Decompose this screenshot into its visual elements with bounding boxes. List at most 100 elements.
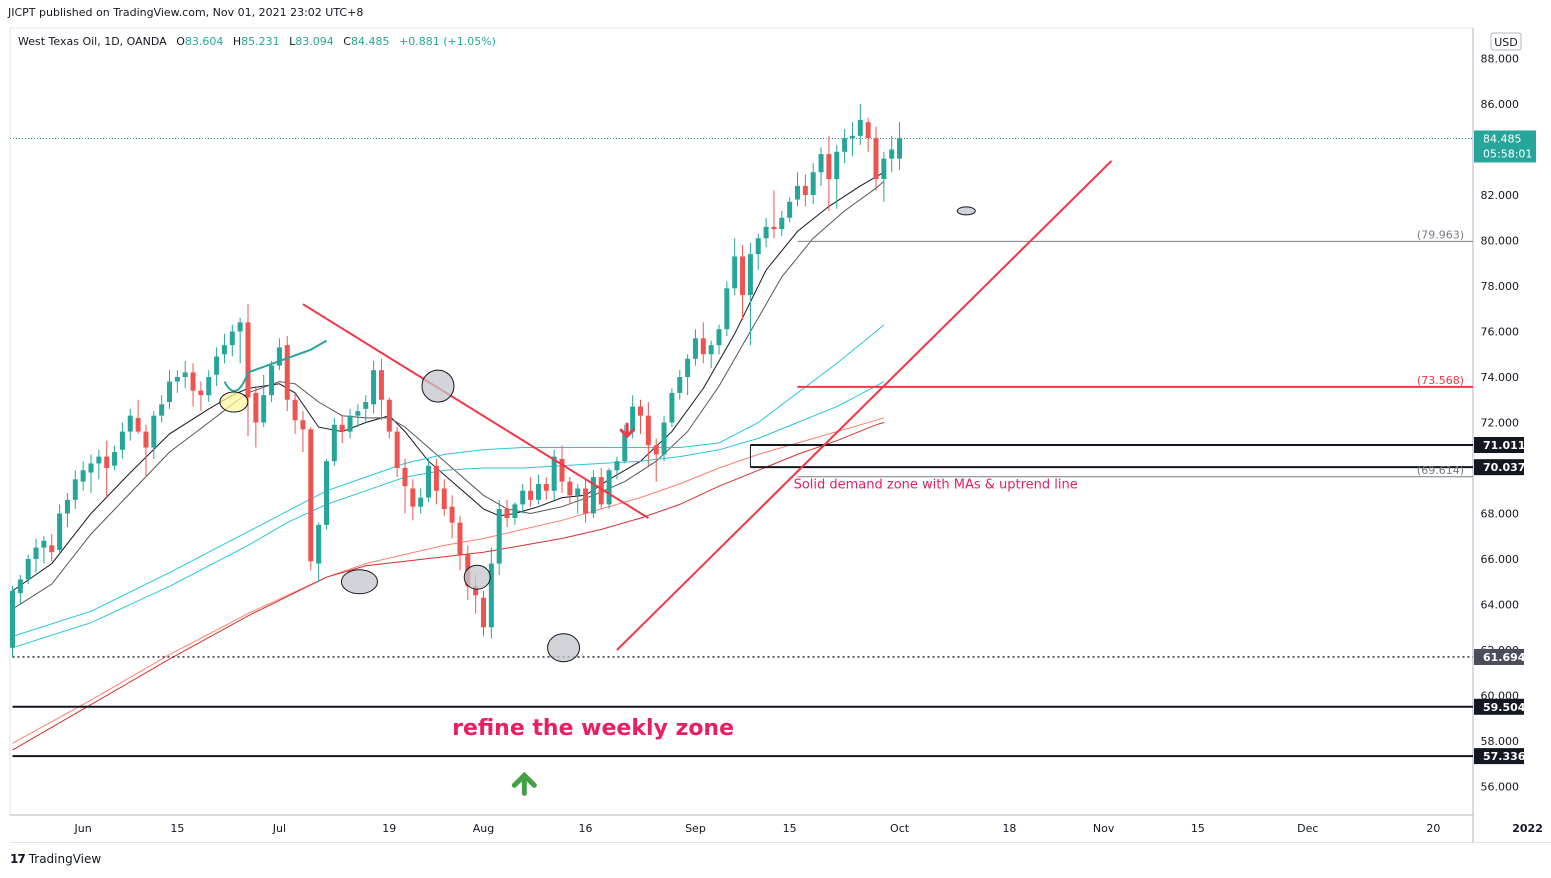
y-tick-label: 66.000 [1481, 553, 1520, 566]
swing-point-circle [547, 633, 581, 663]
candle-body [10, 590, 15, 648]
candle-body [119, 431, 125, 450]
candle-body [881, 158, 887, 180]
candle-body [72, 479, 78, 500]
x-tick-label: 16 [579, 822, 593, 835]
candle-body [740, 256, 746, 296]
open-label: O [176, 35, 185, 48]
last-price-label: 84.485 [1483, 132, 1522, 145]
level-price-label: 57.336 [1483, 750, 1526, 763]
teal-swing-line [223, 339, 328, 392]
candle-body [488, 563, 494, 628]
x-tick-label: Aug [473, 822, 494, 835]
y-tick-label: 88.000 [1481, 53, 1520, 66]
candle-body [229, 331, 235, 346]
candle-body [300, 420, 306, 430]
candle-body [253, 392, 259, 423]
currency-badge [1490, 32, 1522, 51]
candle-body [747, 254, 753, 296]
candle-body [112, 452, 118, 466]
candle-body [88, 463, 94, 473]
candle-body [276, 347, 282, 366]
candle-body [669, 392, 675, 423]
candle-body [206, 377, 212, 396]
candle-body [143, 431, 149, 448]
candle-body [457, 522, 463, 555]
candle-body [614, 461, 620, 471]
level-price-tag [1474, 698, 1524, 715]
weekly-zone-note: refine the weekly zone [452, 716, 734, 741]
moving-average-line [12, 181, 885, 610]
tradingview-brand[interactable]: 17 TradingView [10, 852, 101, 866]
x-tick-label: Sep [685, 822, 706, 835]
swing-point-circle [421, 369, 455, 403]
price-labels-layer: 71.011 70.037 61.694 59.504 57.336 84.485 05:5… [1474, 130, 1536, 765]
candle-body [897, 138, 903, 159]
y-tick-label: 80.000 [1481, 235, 1520, 248]
y-tick-label: 72.000 [1481, 417, 1520, 430]
candle-body [308, 429, 314, 562]
candle-body [630, 406, 636, 432]
candle-body [724, 288, 730, 330]
candle-body [182, 372, 188, 377]
candle-body [606, 470, 612, 505]
x-tick-label: 20 [1426, 822, 1440, 835]
candle-body [331, 424, 337, 462]
candle-body [96, 456, 102, 464]
trendline [616, 160, 1113, 651]
candle-body [190, 372, 196, 391]
candle-body [214, 356, 220, 375]
axes-layer: 88.00086.00084.00082.00080.00078.00076.0… [9, 27, 1551, 843]
candle-body [481, 597, 486, 628]
moving-average-line [12, 324, 885, 637]
level-price-label: 59.504 [1483, 701, 1526, 714]
x-tick-label: 2022 [1512, 822, 1543, 835]
candle-body [104, 456, 110, 468]
candle-body [638, 406, 643, 416]
y-tick-label: 86.000 [1481, 98, 1520, 111]
candle-body [433, 465, 439, 491]
y-tick-label: 82.000 [1481, 189, 1520, 202]
candle-body [174, 377, 180, 382]
candle-body [394, 431, 400, 468]
last-price-tag [1474, 130, 1536, 163]
annotations-layer: Solid demand zone with MAs & uptrend lin… [452, 477, 1078, 741]
footer-divider [10, 842, 1551, 843]
candle-body [316, 524, 322, 564]
trendline [302, 303, 649, 519]
candle-body [583, 488, 589, 514]
candle-body [575, 488, 581, 496]
high-label: H [232, 35, 242, 48]
candle-body [677, 377, 683, 393]
candle-body [849, 135, 855, 139]
candle-body [865, 122, 871, 139]
candle-body [528, 490, 534, 500]
candle-body [795, 185, 800, 200]
level-price-tag [1474, 648, 1524, 665]
candle-body [221, 345, 227, 355]
y-tick-label: 64.000 [1481, 599, 1520, 612]
level-label: (69.614) [1417, 464, 1464, 477]
candle-body [567, 481, 573, 496]
candle-body [700, 338, 706, 355]
candle-body [449, 506, 455, 523]
candle-body [826, 154, 832, 180]
tradingview-logo-icon: 17 [10, 852, 26, 866]
candle-body [426, 465, 432, 498]
moving-averages-layer [12, 171, 885, 751]
symbol-title[interactable]: West Texas Oil, 1D, OANDA [18, 35, 167, 48]
close-label: C [343, 35, 351, 48]
candle-body [284, 345, 290, 400]
y-tick-label: 78.000 [1481, 280, 1520, 293]
candle-body [763, 226, 769, 239]
level-price-label: 70.037 [1483, 461, 1525, 474]
candle-body [755, 238, 761, 255]
candle-body [653, 445, 659, 455]
candle-body [732, 256, 738, 289]
level-price-tag [1474, 748, 1524, 765]
candle-body [378, 370, 384, 400]
demand-zone-note: Solid demand zone with MAs & uptrend lin… [794, 477, 1078, 492]
down-arrow-icon [619, 422, 635, 439]
candle-body [708, 345, 714, 355]
